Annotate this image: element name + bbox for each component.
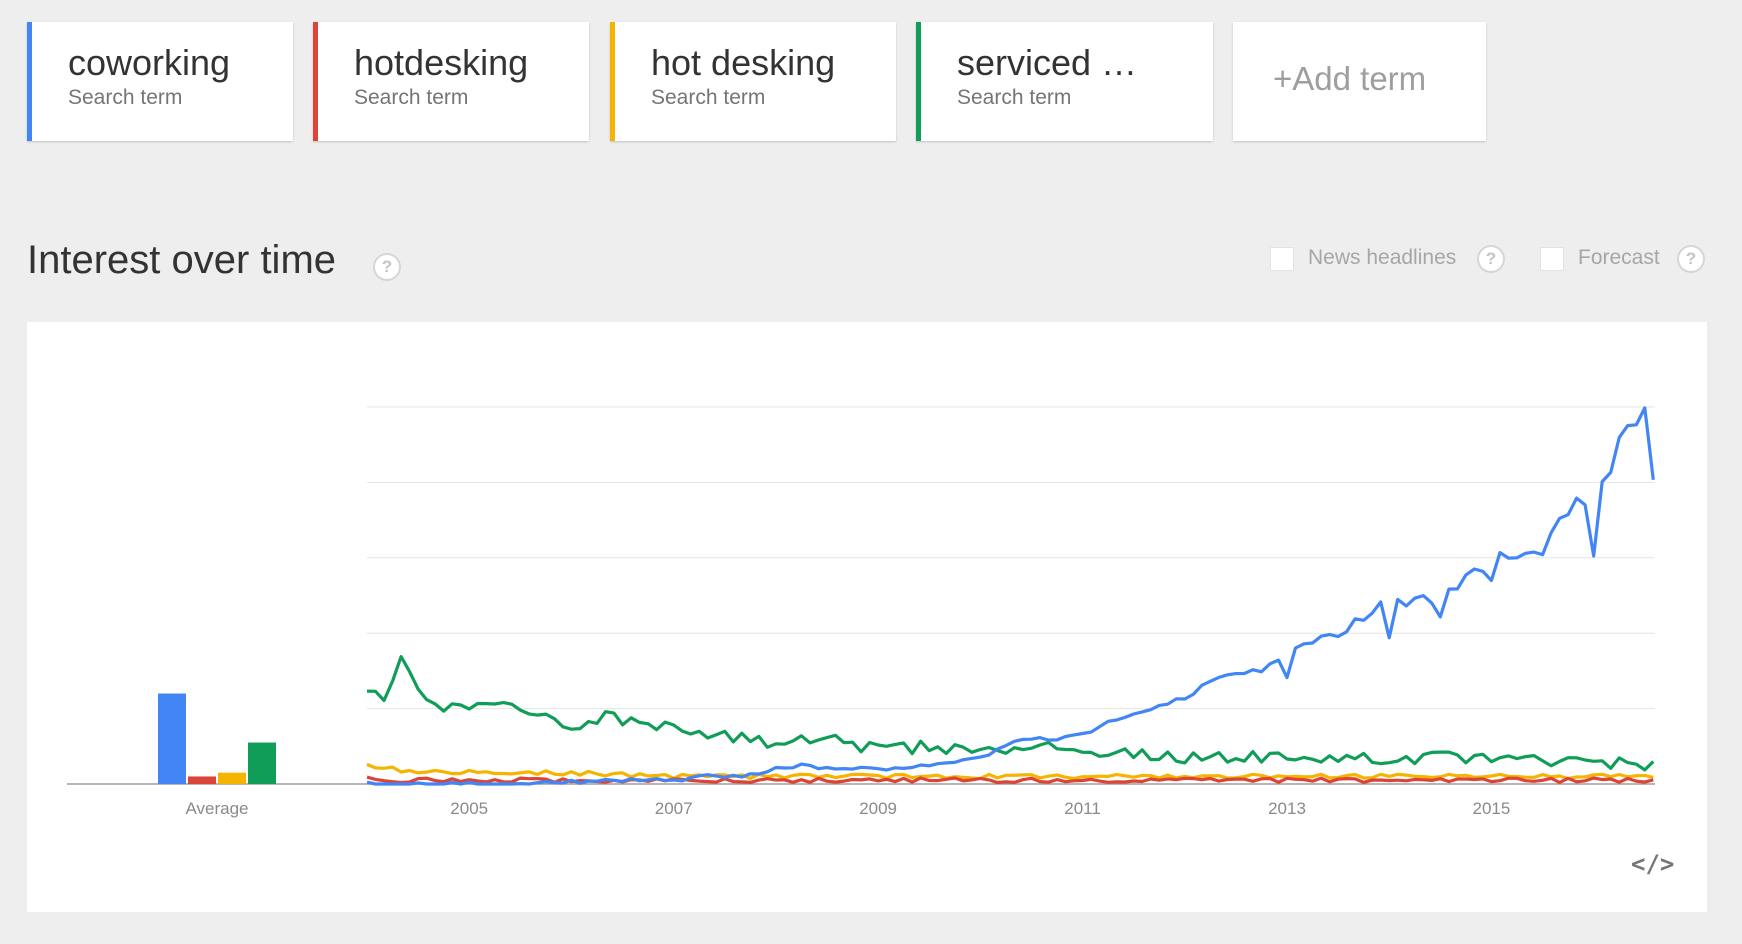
- news-headlines-checkbox[interactable]: [1270, 247, 1294, 271]
- series-line: [366, 775, 1654, 785]
- x-tick-label: 2011: [1064, 799, 1101, 818]
- term-card-hot-desking[interactable]: hot desking Search term: [610, 22, 896, 141]
- add-term-button[interactable]: +Add term: [1233, 22, 1486, 141]
- term-sub: Search term: [68, 86, 183, 109]
- interest-over-time-chart: Average 2005 2007 2009 2011 2013 2015: [67, 406, 1655, 818]
- term-card-serviced[interactable]: serviced … Search term: [916, 22, 1213, 141]
- news-headlines-label: News headlines: [1308, 246, 1457, 269]
- average-bar: [188, 776, 216, 784]
- average-bar: [158, 693, 186, 784]
- series-line: [366, 655, 1655, 772]
- add-term-label: +Add term: [1273, 60, 1427, 97]
- news-headlines-help-icon[interactable]: ?: [1477, 245, 1505, 273]
- forecast-checkbox[interactable]: [1540, 247, 1564, 271]
- term-card-coworking[interactable]: coworking Search term: [27, 22, 293, 141]
- help-icon[interactable]: ?: [373, 253, 401, 281]
- series-line: [366, 762, 1654, 781]
- average-bar: [248, 742, 276, 784]
- term-sub: Search term: [957, 86, 1072, 109]
- section-title: Interest over time: [27, 238, 337, 282]
- x-tick-label: 2015: [1473, 799, 1511, 818]
- average-bar: [218, 772, 246, 784]
- forecast-label: Forecast: [1578, 246, 1660, 269]
- term-sub: Search term: [651, 86, 766, 109]
- term-name: hot desking: [651, 42, 836, 83]
- interest-chart-panel: Average 2005 2007 2009 2011 2013 2015 </>: [27, 322, 1707, 912]
- x-tick-label: 2009: [859, 799, 897, 818]
- term-name: serviced …: [957, 42, 1138, 83]
- x-tick-label: 2005: [450, 799, 488, 818]
- average-label: Average: [185, 799, 248, 818]
- code-embed-icon[interactable]: </>: [1631, 850, 1675, 878]
- term-name: coworking: [68, 42, 231, 83]
- term-sub: Search term: [354, 86, 469, 109]
- x-tick-label: 2013: [1268, 799, 1306, 818]
- series-line: [366, 406, 1655, 786]
- x-tick-label: 2007: [655, 799, 693, 818]
- term-card-hotdesking[interactable]: hotdesking Search term: [313, 22, 589, 141]
- forecast-help-icon[interactable]: ?: [1677, 245, 1705, 273]
- term-name: hotdesking: [354, 42, 529, 83]
